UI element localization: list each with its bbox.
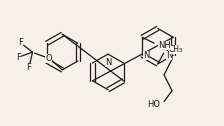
Text: N: N xyxy=(166,51,172,60)
Text: F: F xyxy=(18,38,23,47)
Text: N: N xyxy=(143,51,150,60)
Text: N: N xyxy=(105,58,111,67)
Text: NH: NH xyxy=(158,41,171,50)
Text: F: F xyxy=(26,64,31,72)
Text: F: F xyxy=(16,53,21,62)
Text: CH₃: CH₃ xyxy=(169,45,183,54)
Text: HO: HO xyxy=(147,100,160,109)
Text: O: O xyxy=(45,54,52,62)
